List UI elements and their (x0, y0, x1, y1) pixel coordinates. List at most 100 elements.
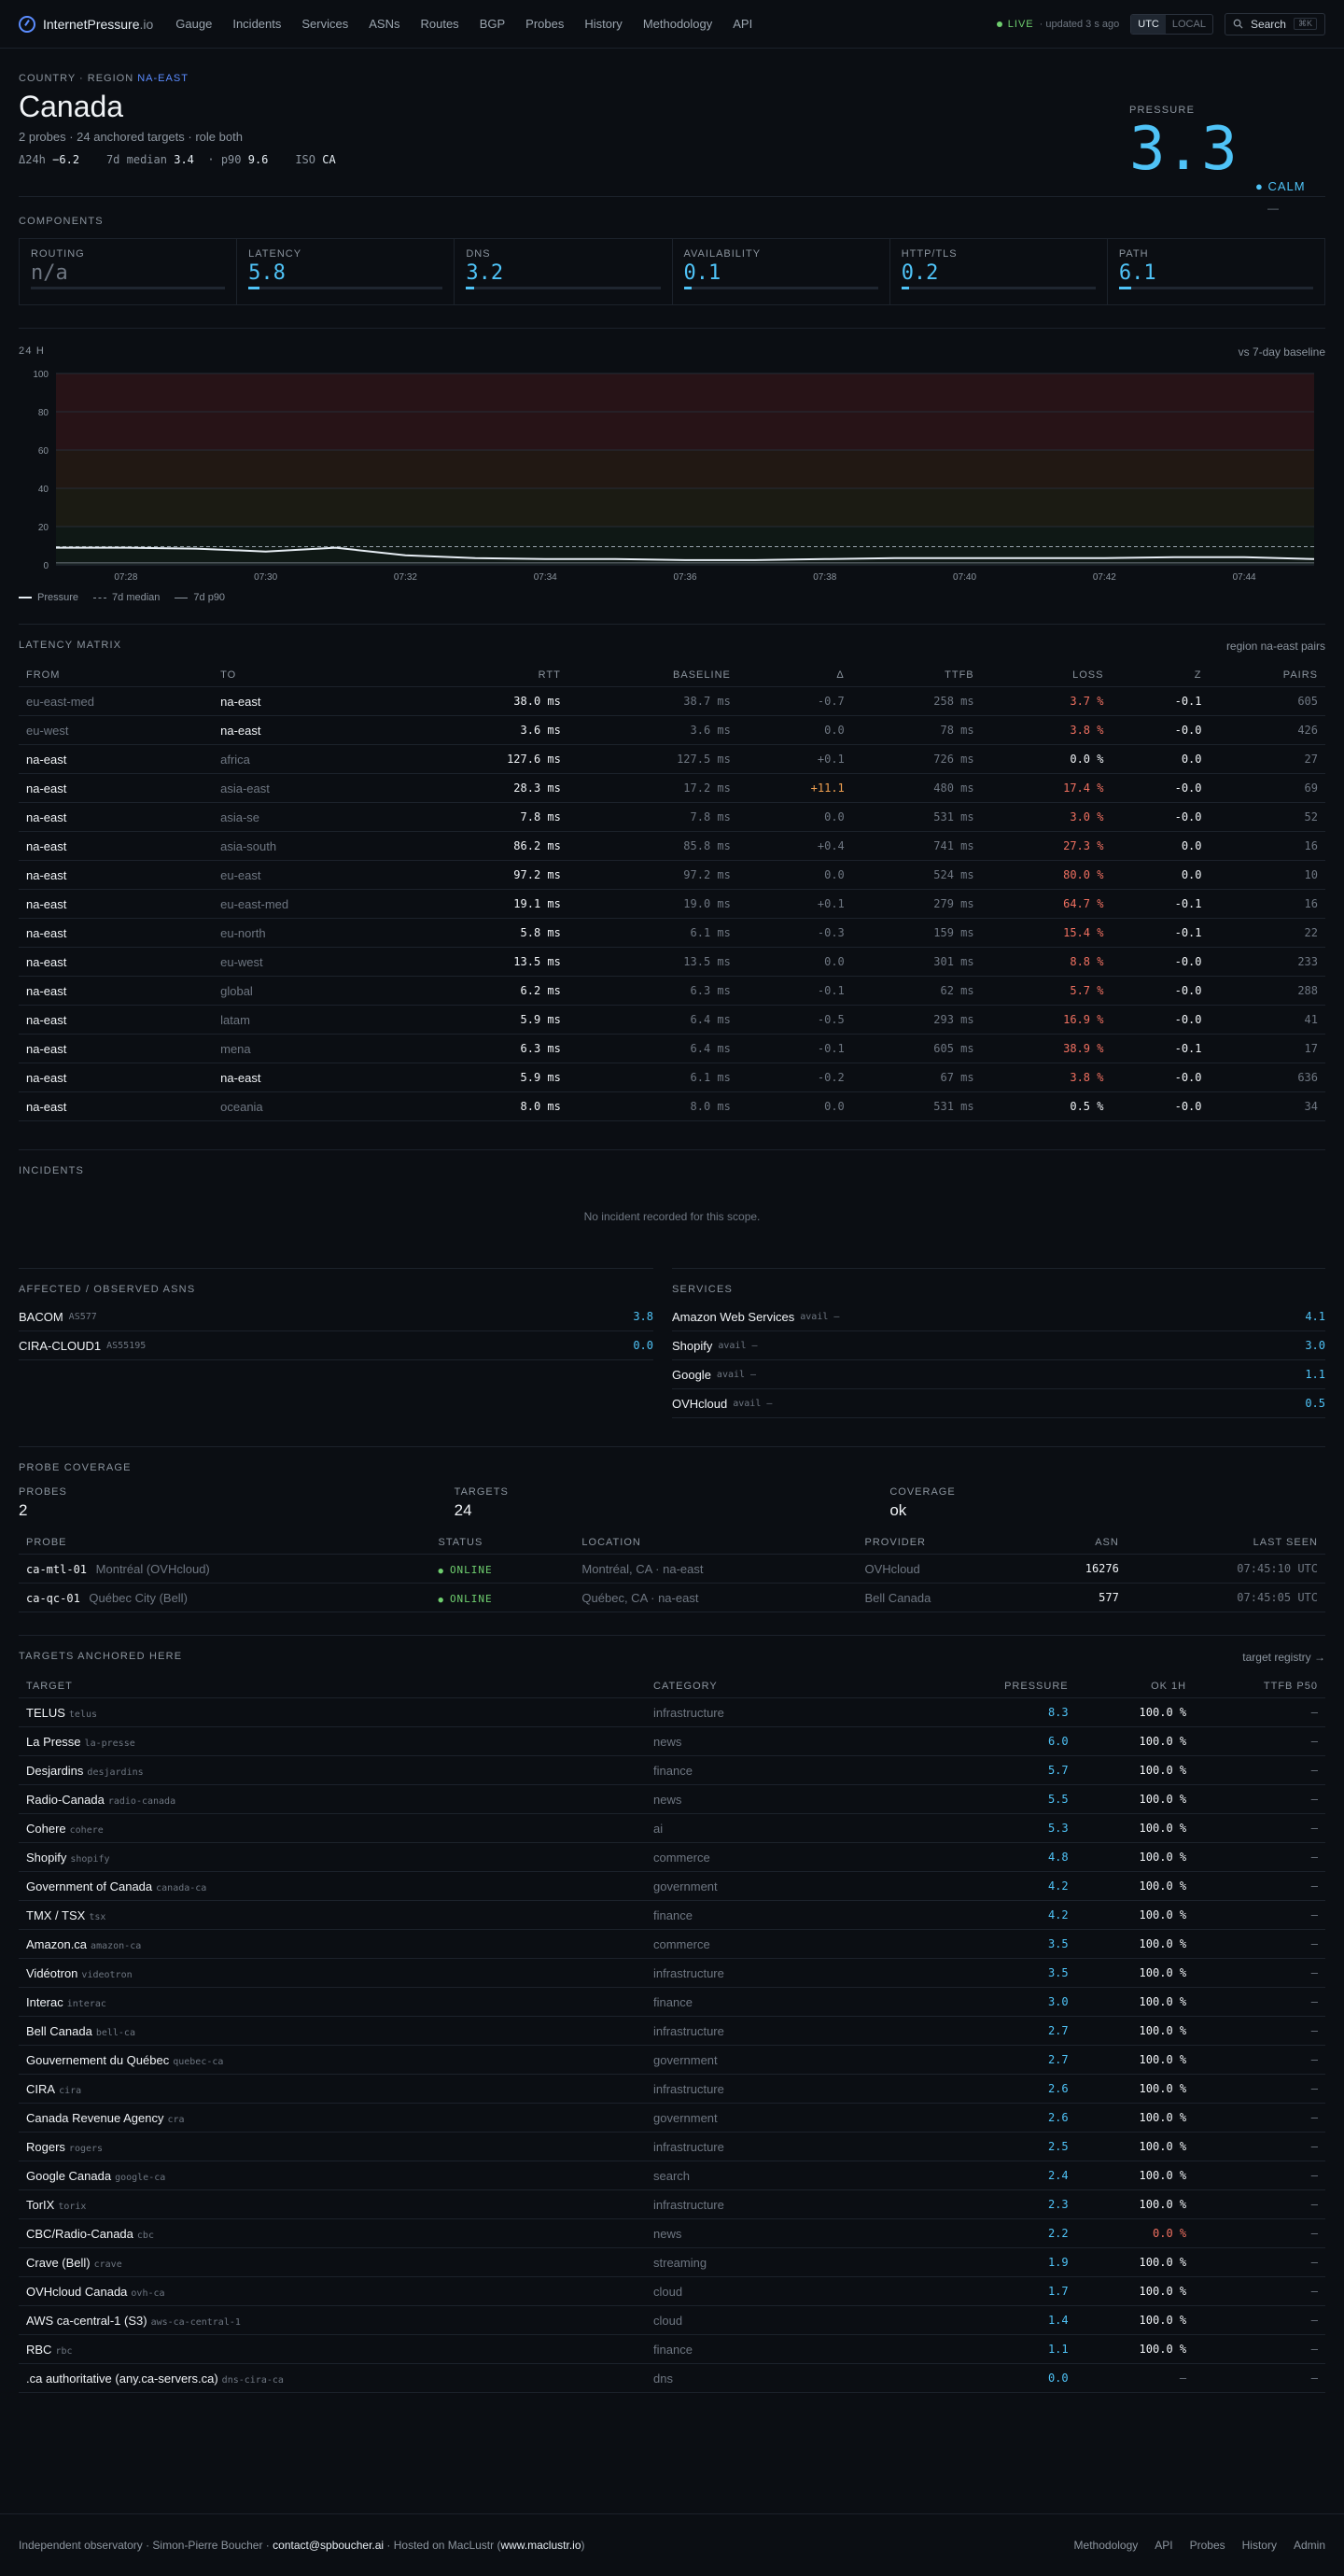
brand-logo[interactable]: InternetPressure.io (19, 15, 153, 33)
crumb-prefix: COUNTRY · REGION (19, 73, 134, 84)
footer-email-link[interactable]: contact@spboucher.ai (273, 2539, 385, 2552)
footer-link-admin[interactable]: Admin (1293, 2539, 1325, 2552)
table-row[interactable]: eu-west na-east 3.6 ms 3.6 ms 0.0 78 ms 3.8 % -… (19, 715, 1325, 745)
table-row[interactable]: na-east mena 6.3 ms 6.4 ms -0.1 605 ms 38.9 % -… (19, 1034, 1325, 1063)
footer-link-api[interactable]: API (1155, 2539, 1173, 2552)
probe-row[interactable]: ca-qc-01 Québec City (Bell) ONLINE Québec,… (19, 1583, 1325, 1612)
target-row[interactable]: Vidéotron videotron infrastructure 3.5 100.0… (19, 1958, 1325, 1988)
nav-link-methodology[interactable]: Methodology (642, 17, 713, 31)
asn-item[interactable]: BACOM AS577 3.8 (19, 1302, 653, 1331)
probe-id: ca-qc-01 (26, 1591, 80, 1605)
probes-count: 2 (19, 1501, 28, 1519)
service-item[interactable]: OVHcloud avail – 0.5 (672, 1389, 1325, 1418)
component-http-tls[interactable]: HTTP/TLS 0.2 (890, 239, 1108, 304)
nav-link-probes[interactable]: Probes (525, 17, 565, 31)
nav-link-incidents[interactable]: Incidents (232, 17, 282, 31)
footer-link-probes[interactable]: Probes (1189, 2539, 1225, 2552)
table-row[interactable]: na-east global 6.2 ms 6.3 ms -0.1 62 ms 5.7 % -… (19, 976, 1325, 1006)
latency-col-from[interactable]: FROM (19, 664, 214, 687)
footer-host-link[interactable]: www.maclustr.io (500, 2539, 581, 2552)
component-routing[interactable]: ROUTING n/a (20, 239, 238, 304)
target-col-category[interactable]: CATEGORY (646, 1675, 926, 1698)
table-row[interactable]: eu-east-med na-east 38.0 ms 38.7 ms -0.7 258 … (19, 686, 1325, 716)
tz-utc-button[interactable]: UTC (1131, 14, 1166, 34)
target-row[interactable]: Crave (Bell) crave streaming 1.9 100.0 % – (19, 2247, 1325, 2277)
target-row[interactable]: La Presse la-presse news 6.0 100.0 % – (19, 1726, 1325, 1756)
target-col-ttfb-p50[interactable]: TTFB P50 (1194, 1675, 1325, 1698)
target-row[interactable]: Government of Canada canada-ca government 4… (19, 1871, 1325, 1901)
target-row[interactable]: Bell Canada bell-ca infrastructure 2.7 100.0… (19, 2016, 1325, 2046)
target-row[interactable]: Rogers rogers infrastructure 2.5 100.0 % – (19, 2132, 1325, 2161)
component-availability[interactable]: AVAILABILITY 0.1 (673, 239, 890, 304)
tz-local-button[interactable]: LOCAL (1171, 18, 1206, 30)
target-col-ok-1h[interactable]: OK 1H (1075, 1675, 1195, 1698)
target-row[interactable]: AWS ca-central-1 (S3) aws-ca-central-1 clo… (19, 2305, 1325, 2335)
table-row[interactable]: na-east asia-east 28.3 ms 17.2 ms +11.1 480 m… (19, 773, 1325, 803)
target-row[interactable]: RBC rbc finance 1.1 100.0 % – (19, 2334, 1325, 2364)
table-row[interactable]: na-east eu-east-med 19.1 ms 19.0 ms +0.1 279 … (19, 889, 1325, 919)
service-item[interactable]: Shopify avail – 3.0 (672, 1331, 1325, 1360)
asn-item[interactable]: CIRA-CLOUD1 AS55195 0.0 (19, 1331, 653, 1360)
cell-rtt: 13.5 ms (407, 947, 568, 977)
table-row[interactable]: na-east asia-south 86.2 ms 85.8 ms +0.4 741 m… (19, 831, 1325, 861)
nav-link-bgp[interactable]: BGP (479, 17, 506, 31)
table-row[interactable]: na-east oceania 8.0 ms 8.0 ms 0.0 531 ms 0.5 %… (19, 1091, 1325, 1121)
latency-col-delta[interactable]: Δ (737, 664, 852, 687)
table-row[interactable]: na-east eu-east 97.2 ms 97.2 ms 0.0 524 ms 80.… (19, 860, 1325, 890)
target-row[interactable]: .ca authoritative (any.ca-servers.ca) dns… (19, 2363, 1325, 2393)
latency-col-baseline[interactable]: BASELINE (567, 664, 738, 687)
target-row[interactable]: Interac interac finance 3.0 100.0 % – (19, 1987, 1325, 2017)
table-row[interactable]: na-east eu-west 13.5 ms 13.5 ms 0.0 301 ms 8.8… (19, 947, 1325, 977)
latency-col-pairs[interactable]: PAIRS (1209, 664, 1325, 687)
probe-row[interactable]: ca-mtl-01 Montréal (OVHcloud) ONLINE Montr… (19, 1554, 1325, 1584)
search-button[interactable]: Search ⌘K (1224, 12, 1325, 35)
table-row[interactable]: na-east latam 5.9 ms 6.4 ms -0.5 293 ms 16.9 %… (19, 1005, 1325, 1035)
target-col-pressure[interactable]: PRESSURE (926, 1675, 1076, 1698)
latency-col-z[interactable]: Z (1111, 664, 1210, 687)
target-row[interactable]: Canada Revenue Agency cra government 2.6 100… (19, 2103, 1325, 2133)
target-row[interactable]: OVHcloud Canada ovh-ca cloud 1.7 100.0 % – (19, 2276, 1325, 2306)
latency-col-loss[interactable]: LOSS (981, 664, 1112, 687)
target-row[interactable]: Shopify shopify commerce 4.8 100.0 % – (19, 1842, 1325, 1872)
target-row[interactable]: Cohere cohere ai 5.3 100.0 % – (19, 1813, 1325, 1843)
target-row[interactable]: CBC/Radio-Canada cbc news 2.2 0.0 % – (19, 2218, 1325, 2248)
target-ok-1h: 100.0 % (1075, 1900, 1195, 1930)
target-row[interactable]: Amazon.ca amazon-ca commerce 3.5 100.0 % – (19, 1929, 1325, 1959)
latency-col-rtt[interactable]: RTT (407, 664, 568, 687)
latency-col-ttfb[interactable]: TTFB (851, 664, 982, 687)
component-dns[interactable]: DNS 3.2 (455, 239, 673, 304)
target-row[interactable]: CIRA cira infrastructure 2.6 100.0 % – (19, 2074, 1325, 2104)
target-col-target[interactable]: TARGET (19, 1675, 646, 1698)
table-row[interactable]: na-east asia-se 7.8 ms 7.8 ms 0.0 531 ms 3.0 %… (19, 802, 1325, 832)
x-tick-label: 07:38 (813, 572, 836, 583)
target-row[interactable]: TELUS telus infrastructure 8.3 100.0 % – (19, 1697, 1325, 1727)
target-registry-link[interactable]: target registry → (1242, 1651, 1325, 1664)
component-path[interactable]: PATH 6.1 (1108, 239, 1324, 304)
nav-link-services[interactable]: Services (301, 17, 349, 31)
target-row[interactable]: Google Canada google-ca search 2.4 100.0 % – (19, 2161, 1325, 2190)
footer-link-methodology[interactable]: Methodology (1073, 2539, 1139, 2552)
table-row[interactable]: na-east eu-north 5.8 ms 6.1 ms -0.3 159 ms 15.… (19, 918, 1325, 948)
service-item[interactable]: Google avail – 1.1 (672, 1360, 1325, 1389)
latency-col-to[interactable]: TO (213, 664, 408, 687)
nav-link-api[interactable]: API (733, 17, 753, 31)
region-link[interactable]: NA-EAST (137, 73, 189, 84)
nav-link-asns[interactable]: ASNs (369, 17, 400, 31)
nav-link-history[interactable]: History (584, 17, 623, 31)
probe-name: Québec City (Bell) (89, 1590, 188, 1605)
target-row[interactable]: TorIX torix infrastructure 2.3 100.0 % – (19, 2189, 1325, 2219)
latency-table: FROM TO RTT BASELINE Δ TTFB LOSS Z PAIRS eu-east… (19, 664, 1325, 1121)
nav-link-gauge[interactable]: Gauge (175, 17, 213, 31)
component-bar-fill (248, 287, 260, 289)
target-row[interactable]: Desjardins desjardins finance 5.7 100.0 % – (19, 1755, 1325, 1785)
nav-link-routes[interactable]: Routes (420, 17, 459, 31)
component-latency[interactable]: LATENCY 5.8 (237, 239, 455, 304)
target-row[interactable]: Radio-Canada radio-canada news 5.5 100.0 % – (19, 1784, 1325, 1814)
table-row[interactable]: na-east africa 127.6 ms 127.5 ms +0.1 726 ms 0… (19, 744, 1325, 774)
service-item[interactable]: Amazon Web Services avail – 4.1 (672, 1302, 1325, 1331)
target-row[interactable]: Gouvernement du Québec quebec-ca governmen… (19, 2045, 1325, 2075)
footer-link-history[interactable]: History (1241, 2539, 1277, 2552)
table-row[interactable]: na-east na-east 5.9 ms 6.1 ms -0.2 67 ms 3.8 %… (19, 1063, 1325, 1092)
cell-to: asia-south (213, 831, 408, 861)
target-row[interactable]: TMX / TSX tsx finance 4.2 100.0 % – (19, 1900, 1325, 1930)
